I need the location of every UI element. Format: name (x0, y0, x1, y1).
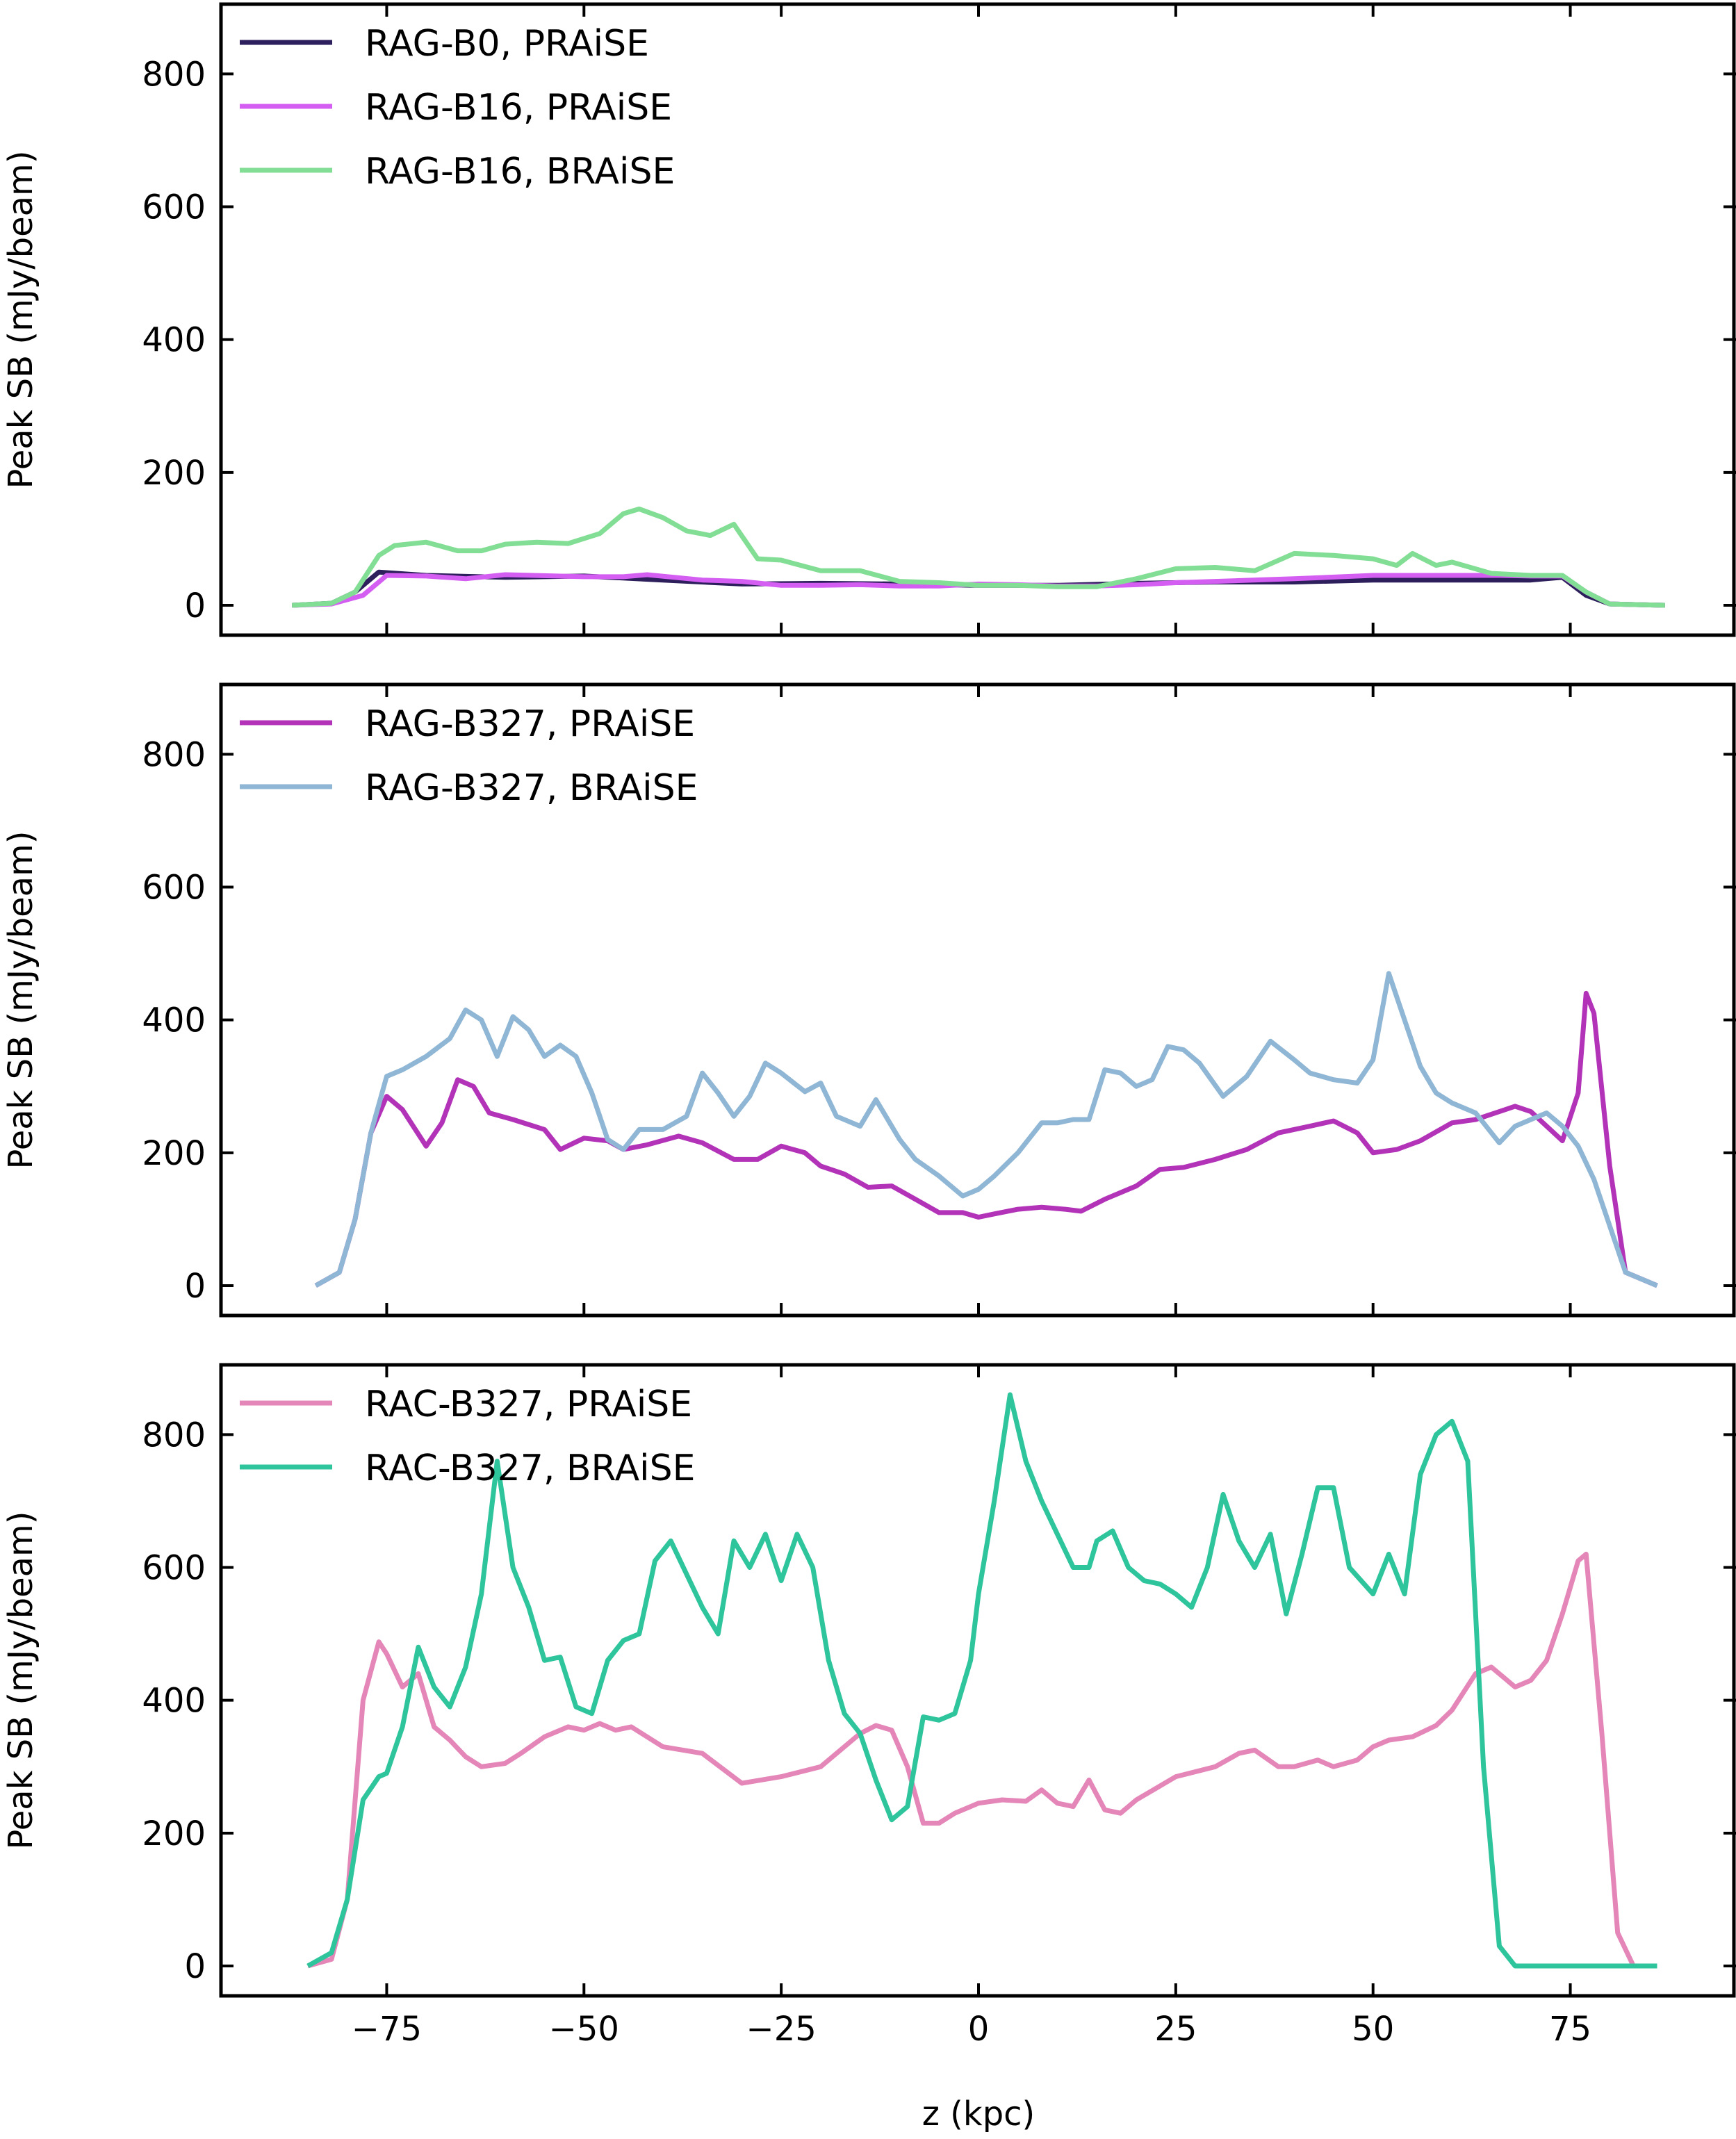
series-line (292, 506, 1665, 608)
y-axis-title: Peak SB (mJy/beam) (1, 830, 40, 1169)
series-line (292, 572, 1665, 608)
x-tick-label: 0 (968, 2010, 990, 2049)
y-axis-title: Peak SB (mJy/beam) (1, 150, 40, 489)
x-tick-label: −75 (352, 2010, 422, 2049)
y-tick-label: 800 (142, 55, 206, 94)
series-line (306, 1551, 1657, 1969)
y-tick-label: 200 (142, 1814, 206, 1853)
y-tick-label: 0 (184, 1267, 206, 1306)
y-tick-label: 400 (142, 1682, 206, 1721)
plot-frame (219, 682, 1736, 1318)
legend-entry: RAG-B327, PRAiSE (365, 703, 695, 745)
series-line (314, 990, 1658, 1288)
y-axis-title: Peak SB (mJy/beam) (1, 1511, 40, 1849)
legend-entry: RAG-B0, PRAiSE (365, 23, 649, 65)
legend-entry: RAC-B327, PRAiSE (365, 1384, 692, 1425)
y-tick-label: 600 (142, 869, 206, 908)
y-tick-label: 200 (142, 454, 206, 493)
plot-frame (219, 1363, 1736, 1998)
y-tick-label: 400 (142, 1001, 206, 1040)
y-tick-label: 0 (184, 1947, 206, 1986)
x-tick-label: 25 (1154, 2010, 1197, 2049)
y-tick-label: 400 (142, 321, 206, 360)
legend-entry: RAC-B327, BRAiSE (365, 1448, 695, 1489)
y-tick-label: 0 (184, 587, 206, 625)
x-axis-title: z (kpc) (922, 2095, 1035, 2133)
plot-frame (219, 2, 1736, 637)
legend-entry: RAG-B16, BRAiSE (365, 151, 675, 192)
panel-middle: 0 200 400 600 800 Peak SB (mJy/beam) RAG-B327,… (1, 682, 1736, 1318)
y-tick-label: 800 (142, 735, 206, 774)
series-line (314, 971, 1658, 1288)
x-tick-label: 50 (1352, 2010, 1394, 2049)
x-tick-label: −25 (746, 2010, 816, 2049)
y-tick-label: 200 (142, 1134, 206, 1173)
legend-entry: RAG-B16, PRAiSE (365, 87, 672, 129)
series-line (306, 1392, 1657, 1969)
panel-bottom: 0 200 400 600 800 −75 −50 −25 0 25 50 75 Peak SB (mJ… (1, 1363, 1736, 2049)
x-tick-label: 75 (1549, 2010, 1591, 2049)
x-tick-label: −50 (549, 2010, 619, 2049)
y-tick-label: 800 (142, 1416, 206, 1454)
y-tick-label: 600 (142, 1549, 206, 1588)
y-tick-label: 600 (142, 188, 206, 227)
legend-entry: RAG-B327, BRAiSE (365, 767, 698, 809)
panel-top: 0 200 400 600 800 Peak SB (mJy/beam) RAG-B0, P… (1, 2, 1736, 637)
